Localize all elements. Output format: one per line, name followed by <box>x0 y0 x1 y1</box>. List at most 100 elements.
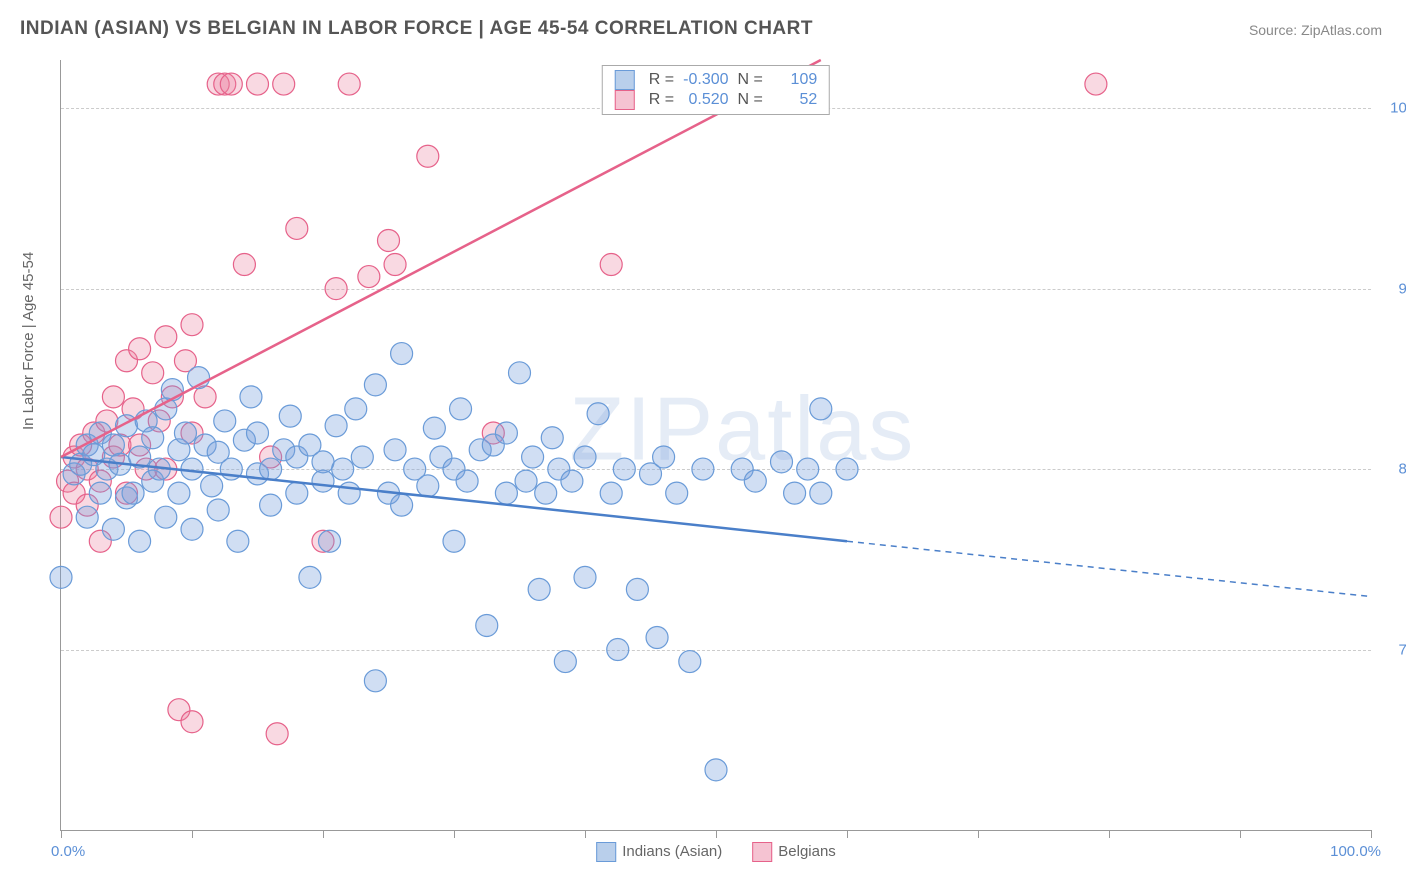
y-tick-label: 77.5% <box>1381 641 1406 658</box>
data-point <box>345 398 367 420</box>
data-point <box>260 458 282 480</box>
x-axis-max-label: 100.0% <box>1330 843 1381 860</box>
data-point <box>76 506 98 528</box>
data-point <box>528 578 550 600</box>
y-tick-label: 85.0% <box>1381 461 1406 478</box>
chart-plot-area: ZIPatlas 77.5%85.0%92.5%100.0% 0.0% 100.… <box>60 60 1371 831</box>
data-point <box>286 482 308 504</box>
correlation-values: R = -0.300 N = 109 <box>649 71 817 89</box>
data-point <box>129 530 151 552</box>
x-tick <box>585 830 586 838</box>
data-point <box>391 343 413 365</box>
correlation-values: R = 0.520 N = 52 <box>649 91 817 109</box>
x-tick <box>847 830 848 838</box>
data-point <box>351 446 373 468</box>
source-attribution: Source: ZipAtlas.com <box>1249 22 1382 38</box>
data-point <box>102 386 124 408</box>
data-point <box>325 415 347 437</box>
data-point <box>771 451 793 473</box>
data-point <box>476 614 498 636</box>
data-point <box>784 482 806 504</box>
x-tick <box>1371 830 1372 838</box>
data-point <box>227 530 249 552</box>
data-point <box>325 278 347 300</box>
y-axis-label: In Labor Force | Age 45-54 <box>20 252 37 430</box>
data-point <box>181 518 203 540</box>
x-tick <box>454 830 455 838</box>
data-point <box>122 482 144 504</box>
data-point <box>443 530 465 552</box>
data-point <box>332 458 354 480</box>
data-point <box>554 651 576 673</box>
x-tick <box>1109 830 1110 838</box>
chart-title: INDIAN (ASIAN) VS BELGIAN IN LABOR FORCE… <box>20 18 813 40</box>
data-point <box>522 446 544 468</box>
data-point <box>279 405 301 427</box>
data-point <box>89 482 111 504</box>
data-point <box>541 427 563 449</box>
data-point <box>391 494 413 516</box>
data-point <box>312 451 334 473</box>
data-point <box>102 518 124 540</box>
data-point <box>535 482 557 504</box>
legend-swatch <box>615 70 635 90</box>
data-point <box>207 499 229 521</box>
data-point <box>561 470 583 492</box>
data-point <box>181 711 203 733</box>
x-tick <box>192 830 193 838</box>
data-point <box>515 470 537 492</box>
data-point <box>168 482 190 504</box>
data-point <box>705 759 727 781</box>
data-point <box>194 386 216 408</box>
data-point <box>102 434 124 456</box>
trend-line-extrapolated <box>847 541 1371 596</box>
legend-swatch <box>615 90 635 110</box>
legend-label: Indians (Asian) <box>622 843 722 860</box>
data-point <box>50 566 72 588</box>
data-point <box>666 482 688 504</box>
data-point <box>423 417 445 439</box>
data-point <box>600 482 622 504</box>
x-tick <box>1240 830 1241 838</box>
data-point <box>155 326 177 348</box>
legend-correlation-box: R = -0.300 N = 109 R = 0.520 N = 52 <box>602 65 830 115</box>
data-point <box>181 314 203 336</box>
data-point <box>797 458 819 480</box>
data-point <box>744 470 766 492</box>
data-point <box>338 73 360 95</box>
data-point <box>417 475 439 497</box>
data-point <box>299 566 321 588</box>
data-point <box>384 439 406 461</box>
data-point <box>260 494 282 516</box>
data-point <box>50 506 72 528</box>
data-point <box>174 422 196 444</box>
data-point <box>626 578 648 600</box>
data-point <box>495 482 517 504</box>
trend-line <box>61 60 821 457</box>
data-point <box>600 254 622 276</box>
data-point <box>587 403 609 425</box>
legend-item: Belgians <box>752 842 836 862</box>
data-point <box>378 229 400 251</box>
data-point <box>495 422 517 444</box>
legend-label: Belgians <box>778 843 836 860</box>
legend-bottom: Indians (Asian) Belgians <box>596 842 836 862</box>
data-point <box>509 362 531 384</box>
data-point <box>266 723 288 745</box>
data-point <box>417 145 439 167</box>
data-point <box>646 627 668 649</box>
data-point <box>247 422 269 444</box>
data-point <box>574 566 596 588</box>
data-point <box>129 338 151 360</box>
data-point <box>142 362 164 384</box>
scatter-plot-svg <box>61 60 1371 830</box>
data-point <box>338 482 360 504</box>
y-tick-label: 100.0% <box>1381 100 1406 117</box>
legend-swatch <box>596 842 616 862</box>
data-point <box>273 73 295 95</box>
data-point <box>319 530 341 552</box>
correlation-row: R = -0.300 N = 109 <box>615 70 817 90</box>
data-point <box>233 254 255 276</box>
data-point <box>450 398 472 420</box>
data-point <box>1085 73 1107 95</box>
